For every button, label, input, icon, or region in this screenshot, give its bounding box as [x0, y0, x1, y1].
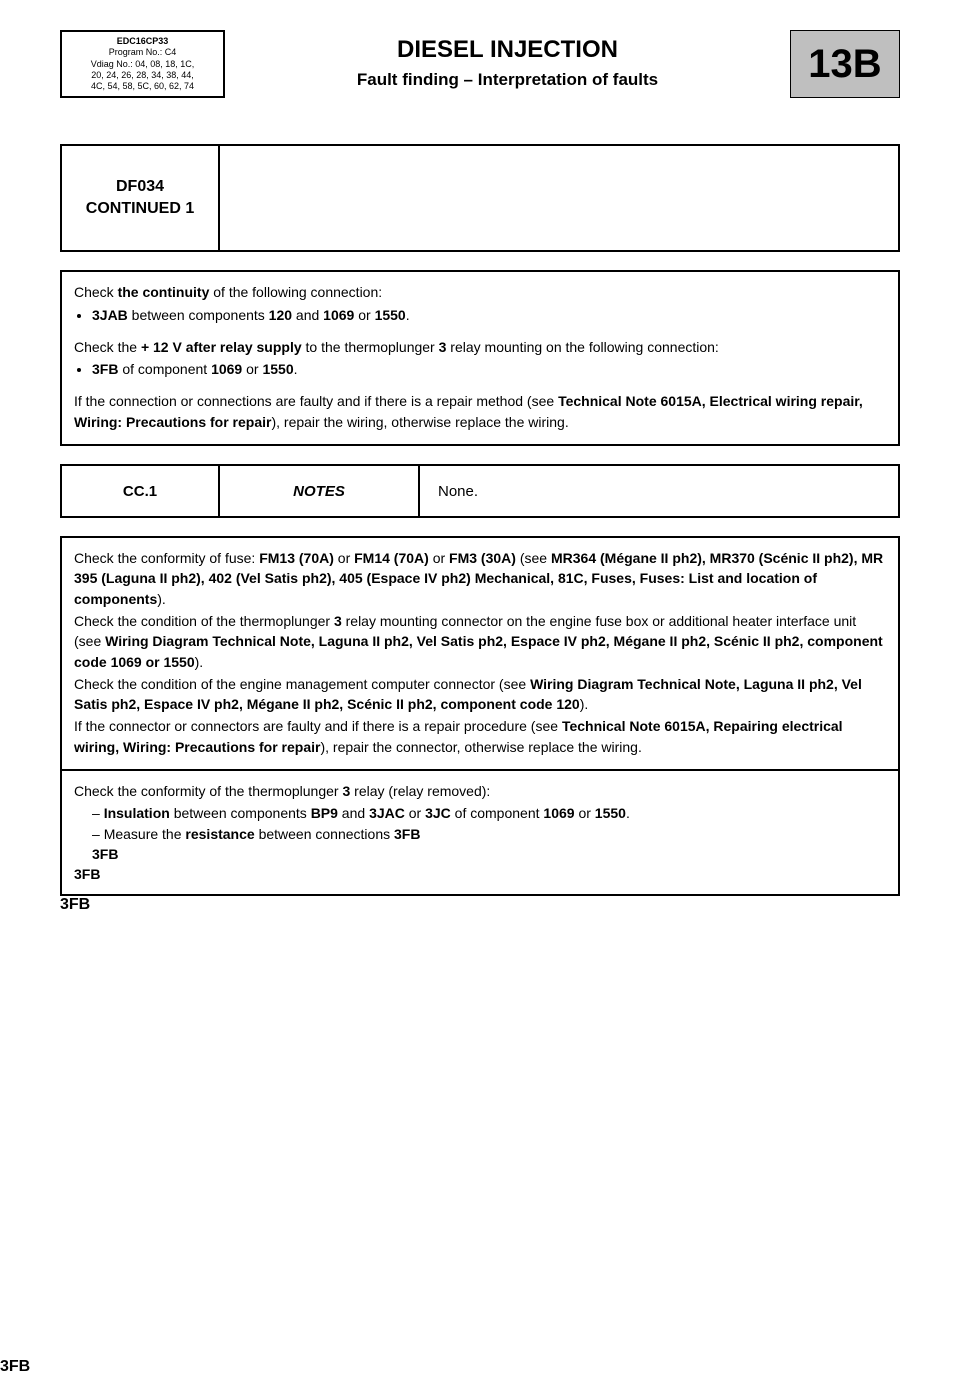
fault-code-box: DF034 CONTINUED 1 — [60, 144, 900, 252]
fault-code: DF034 — [116, 176, 164, 198]
sys-line-3: Vdiag No.: 04, 08, 18, 1C, — [68, 59, 217, 70]
sys-line-1: EDC16CP33 — [68, 36, 217, 47]
list-item: 3JAB between components 120 and 1069 or … — [92, 305, 886, 325]
continuity-check-box: Check the continuity of the following co… — [60, 270, 900, 446]
text-line: If the connector or connectors are fault… — [74, 716, 886, 757]
list-item: Measure the resistance between connectio… — [92, 824, 886, 844]
sys-line-4: 20, 24, 26, 28, 34, 38, 44, — [68, 70, 217, 81]
page-title: DIESEL INJECTION — [235, 36, 780, 64]
text-line: Check the conformity of the thermoplunge… — [74, 781, 886, 801]
list-item: 3FB of component 1069 or 1550. — [92, 359, 886, 379]
bullet-list: 3JAB between components 120 and 1069 or … — [74, 305, 886, 325]
sys-line-2: Program No.: C4 — [68, 47, 217, 58]
fault-code-empty — [220, 146, 898, 250]
text-line: If the connection or connections are fau… — [74, 391, 886, 432]
notes-value-cell: None. — [420, 466, 898, 516]
title-block: DIESEL INJECTION Fault finding – Interpr… — [235, 30, 780, 98]
page-subtitle: Fault finding – Interpretation of faults — [235, 70, 780, 90]
list-item: Insulation between components BP9 and 3J… — [92, 803, 886, 823]
status-code-cell: CC.1 — [62, 466, 220, 516]
section-code-box: 13B — [790, 30, 900, 98]
system-info-box: EDC16CP33 Program No.: C4 Vdiag No.: 04,… — [60, 30, 225, 98]
header-row: EDC16CP33 Program No.: C4 Vdiag No.: 04,… — [60, 30, 900, 98]
text-line: Check the condition of the thermoplunger… — [74, 611, 886, 672]
text-line: Check the + 12 V after relay supply to t… — [74, 337, 886, 357]
fault-code-cell: DF034 CONTINUED 1 — [62, 146, 220, 250]
text-line: Check the continuity of the following co… — [74, 282, 886, 302]
sys-line-5: 4C, 54, 58, 5C, 60, 62, 74 — [68, 81, 217, 92]
dash-list: Insulation between components BP9 and 3J… — [74, 803, 886, 864]
text-line: Check the condition of the engine manage… — [74, 674, 886, 715]
notes-label-cell: NOTES — [220, 466, 420, 516]
status-notes-row: CC.1 NOTES None. — [60, 464, 900, 518]
fault-continued: CONTINUED 1 — [86, 198, 194, 220]
text-line: Check the conformity of fuse: FM13 (70A)… — [74, 548, 886, 609]
fuse-check-box: Check the conformity of fuse: FM13 (70A)… — [60, 536, 900, 771]
page: EDC16CP33 Program No.: C4 Vdiag No.: 04,… — [0, 0, 960, 1358]
relay-check-box: Check the conformity of the thermoplunge… — [60, 769, 900, 896]
bullet-list: 3FB of component 1069 or 1550. — [74, 359, 886, 379]
